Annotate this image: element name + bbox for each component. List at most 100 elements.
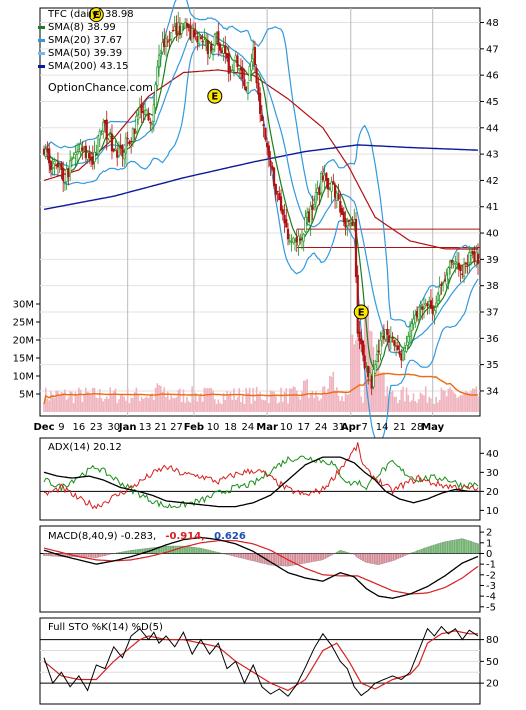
macd-histogram-bar (412, 552, 415, 554)
macd-histogram-bar (374, 553, 377, 565)
candle-body (286, 228, 290, 240)
candle-body (103, 119, 107, 124)
macd-histogram-bar (250, 553, 253, 561)
volume-bar (172, 397, 174, 412)
candle-body (264, 127, 267, 140)
price-grid (40, 8, 480, 416)
macd-histogram-bar (334, 553, 337, 554)
macd-histogram-bar (189, 546, 192, 554)
macd-histogram-bar (131, 549, 134, 554)
macd-histogram-bar (97, 553, 99, 558)
macd-histogram-bar (431, 545, 434, 554)
x-axis-label: 27 (170, 422, 183, 433)
price-tick-label: 34 (486, 386, 499, 397)
candle-body (250, 61, 253, 71)
candle-body (102, 121, 105, 132)
volume-bar (62, 392, 64, 412)
earnings-marker (207, 88, 223, 104)
volume-bar (93, 387, 96, 412)
volume-bar (388, 396, 390, 412)
volume-bar (360, 396, 363, 412)
macd-histogram-bar (355, 553, 357, 557)
candle-body (203, 39, 206, 46)
volume-bar (98, 389, 101, 412)
macd-histogram-bar (459, 538, 462, 554)
macd-histogram-bar (124, 551, 127, 554)
volume-bar (179, 388, 181, 412)
volume-bar (281, 401, 284, 412)
macd-histogram-bar (93, 553, 96, 558)
candle-body (281, 209, 284, 215)
candle-body (374, 364, 377, 374)
candle-body (143, 110, 147, 115)
candle-body (46, 147, 49, 152)
macd-histogram-value: 0.626 (214, 531, 246, 542)
candle-body (342, 211, 345, 223)
candle-body (42, 148, 46, 155)
candle-body (255, 68, 258, 84)
candle-body (335, 192, 338, 202)
volume-bar (288, 388, 291, 412)
volume-bar (262, 400, 265, 412)
candle-body (215, 32, 218, 35)
macd-histogram-bar (409, 553, 411, 555)
macd-histogram-bar (450, 540, 453, 554)
x-axis-label: 24 (315, 422, 328, 433)
candle-body (117, 148, 121, 157)
adx-line (43, 456, 478, 508)
volume-bar (135, 387, 138, 412)
volume-bar (109, 387, 112, 412)
volume-bar (233, 388, 235, 412)
volume-bar (430, 398, 432, 412)
volume-bar (48, 400, 51, 412)
volume-bar (384, 395, 387, 412)
adx-title: ADX(14) 20.12 (48, 442, 122, 453)
volume-bar (269, 390, 272, 412)
candle-body (257, 82, 260, 95)
macd-histogram-bar (227, 553, 230, 556)
volume-bar (205, 388, 207, 412)
candle-body (279, 196, 283, 211)
volume-bar (327, 388, 329, 412)
candle-body (243, 79, 246, 86)
macd-histogram-bar (447, 540, 450, 554)
x-axis-label: 21 (393, 422, 406, 433)
volume-bar (290, 388, 293, 412)
candle-body (302, 234, 305, 242)
volume-bar (341, 396, 343, 412)
candle-body (79, 143, 82, 153)
candle-body (137, 114, 140, 121)
volume-bar (339, 400, 342, 412)
candle-body (201, 40, 204, 43)
candle-body (349, 223, 352, 226)
bollinger-upper (43, 0, 479, 328)
volume-bar (278, 402, 281, 412)
candle-body (410, 323, 413, 331)
candle-body (192, 29, 195, 38)
macd-axis: 210-1-2-3-4-5 (480, 528, 496, 613)
volume-bar (377, 360, 380, 412)
x-axis-label: 13 (139, 422, 152, 433)
volume-bar (322, 386, 324, 412)
candle-body (234, 55, 237, 61)
volume-bar (452, 392, 455, 412)
macd-histogram-bar (323, 553, 326, 560)
candle-body (173, 26, 176, 31)
x-axis-label: Dec (33, 422, 54, 433)
macd-histogram-bar (477, 543, 479, 554)
volume-bar (43, 404, 45, 412)
macd-histogram-bar (208, 550, 211, 554)
candle-body (358, 331, 361, 342)
volume-bar (149, 394, 152, 412)
macd-histogram-bar (424, 547, 427, 554)
volume-bar (383, 372, 385, 412)
candle-body (239, 67, 243, 71)
candle-body (361, 340, 365, 356)
candle-body (109, 134, 112, 137)
volume-bar (241, 395, 244, 412)
macd-lines (40, 536, 480, 599)
candle-body (377, 350, 380, 353)
volume-bar (336, 387, 338, 412)
macd-histogram-bar (43, 553, 45, 556)
